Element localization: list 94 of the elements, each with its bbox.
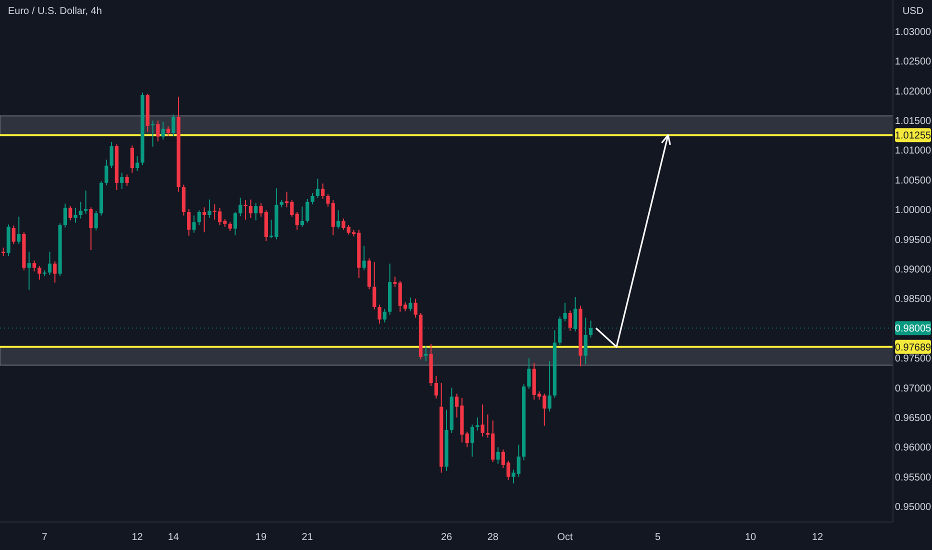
candlestick [74,207,78,224]
x-tick-label: 7 [42,532,48,543]
candlestick [306,198,310,224]
candlestick [336,210,340,230]
candlestick [150,120,155,148]
candlestick [84,190,88,214]
y-tick-label: 1.02000 [894,86,932,98]
y-tick-label: 0.97500 [894,354,932,365]
x-tick-label: 28 [487,532,499,543]
y-tick-label: 0.97000 [894,383,932,394]
candlestick [568,310,572,332]
y-tick-label: 1.00500 [894,175,932,186]
candlestick [27,251,31,290]
y-tick-label: 0.99500 [894,234,932,246]
candlestick [574,296,578,332]
candlestick [588,320,593,338]
candlestick [68,206,72,221]
candlestick [63,203,67,228]
x-tick-label: Oct [557,532,574,543]
x-tick-label: 10 [744,532,757,543]
y-tick-label: 0.96500 [894,412,932,424]
text: Euro / U.S. Dollar, 4h [8,6,102,17]
candlestick [316,178,320,198]
ref-line-label: 1.01255 [894,130,932,142]
candlestick [362,245,366,271]
candlestick [130,144,134,174]
candlestick [166,126,170,136]
candlestick [104,159,108,186]
candlestick [208,199,212,218]
candlestick [48,251,52,276]
candlestick [78,201,82,220]
candlestick [476,416,480,432]
candlestick [94,210,98,231]
y-tick-label: 1.03000 [894,26,932,38]
candlestick [548,360,552,412]
candlestick [244,200,248,220]
candlestick [414,298,418,318]
y-tick-label: 0.95500 [894,472,932,484]
candlestick [321,183,325,200]
candlestick [110,141,114,169]
candlestick [496,446,500,464]
candlestick [17,216,21,245]
candlestick [156,120,160,142]
ref-line-label: 0.97689 [894,342,932,354]
candlestick [382,308,386,323]
x-tick-label: 19 [255,532,267,543]
candlestick [38,266,42,280]
candlestick [248,199,252,218]
candlestick [233,212,238,236]
candlestick [378,304,382,324]
x-tick-label: 12 [132,532,144,543]
y-tick-label: 1.00000 [894,205,932,216]
candlestick [161,121,165,140]
y-tick-label: 0.98500 [894,294,932,306]
candlestick [32,260,36,272]
x-tick-label: 26 [440,532,452,543]
x-tick-label: 12 [812,532,824,543]
candlestick [12,225,16,245]
x-tick-label: 5 [654,532,661,543]
candlestick [197,210,201,226]
candlestick [202,206,206,233]
x-tick-label: 21 [302,532,314,543]
ref-line-label: 0.98005 [894,324,932,335]
candlestick [527,358,531,390]
y-tick-label: 0.99000 [894,264,932,276]
candlestick [136,156,140,172]
candlestick [187,208,191,236]
candlestick [89,206,93,251]
candlestick [120,172,124,190]
candlestick [300,206,304,228]
candlestick [254,202,258,221]
candlestick [295,212,299,230]
candlestick [310,192,314,205]
candlestick [470,424,474,458]
candlestick [372,261,376,310]
candlestick [172,114,176,136]
x-tick-label: 14 [168,532,180,543]
candlestick [53,260,57,284]
candlestick [563,302,567,322]
candlestick [558,316,562,346]
y-tick-label: 1.02500 [894,56,932,68]
candlestick [584,317,588,365]
candlestick [125,174,129,186]
candlestick [342,218,346,230]
y-axis-title: USD [902,6,924,17]
candlestick [238,197,242,217]
candlestick [434,375,438,399]
y-tick-label: 0.96000 [894,442,932,454]
y-tick-label: 0.95000 [894,502,932,514]
candlestick [192,215,196,234]
candlestick [408,297,412,312]
y-tick-label: 1.01500 [894,116,932,128]
candlestick [480,404,484,437]
y-tick-label: 1.01000 [894,146,932,157]
